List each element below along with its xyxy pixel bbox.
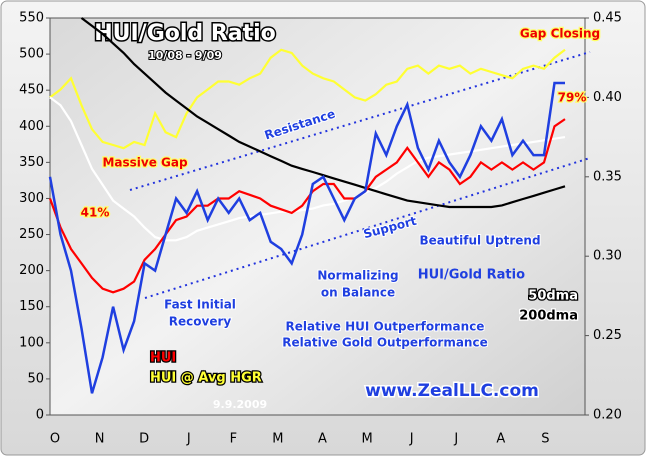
annotation: Relative Gold Outperformance bbox=[282, 336, 487, 350]
y-tick-label: 50 bbox=[27, 371, 44, 386]
legend-entry: HUI bbox=[150, 351, 176, 366]
y-tick-label: 250 bbox=[19, 227, 44, 242]
chart-title: HUI/Gold Ratio bbox=[94, 21, 276, 46]
y-tick-label: 0 bbox=[36, 408, 44, 423]
annotation: 9.9.2009 bbox=[213, 398, 267, 411]
annotation: Fast Initial bbox=[164, 298, 236, 312]
y-tick-label: 550 bbox=[19, 11, 44, 26]
y-tick-label: 350 bbox=[19, 155, 44, 170]
y-tick-label: 300 bbox=[19, 191, 44, 206]
x-tick-label: J bbox=[453, 432, 458, 447]
y2-tick-label: 0.40 bbox=[593, 90, 622, 105]
x-tick-label: J bbox=[409, 432, 414, 447]
plot-area bbox=[49, 17, 586, 416]
annotation: 79% bbox=[558, 91, 587, 105]
y2-tick-label: 0.20 bbox=[593, 408, 622, 423]
x-tick-label: O bbox=[50, 432, 60, 447]
legend-entry: HUI @ Avg HGR bbox=[150, 371, 262, 386]
series-line bbox=[48, 118, 566, 294]
annotation: Normalizing bbox=[317, 269, 398, 283]
y2-tick-label: 0.45 bbox=[593, 11, 622, 26]
x-tick-label: D bbox=[139, 432, 149, 447]
y-tick-label: 100 bbox=[19, 335, 44, 350]
y-tick-label: 200 bbox=[19, 263, 44, 278]
y-tick-label: 450 bbox=[19, 83, 44, 98]
annotation: www.ZealLLC.com bbox=[365, 381, 539, 401]
x-tick-label: A bbox=[496, 432, 505, 447]
annotation: Gap Closing bbox=[520, 27, 600, 41]
x-tick-label: M bbox=[361, 432, 372, 447]
y-tick-label: 500 bbox=[19, 47, 44, 62]
y2-tick-label: 0.35 bbox=[593, 169, 622, 184]
annotation: Relative HUI Outperformance bbox=[286, 320, 485, 334]
x-tick-label: J bbox=[186, 432, 191, 447]
x-tick-label: F bbox=[230, 432, 237, 447]
x-tick-label: S bbox=[541, 432, 549, 447]
x-tick-label: A bbox=[318, 432, 327, 447]
legend-entry: 200dma bbox=[519, 309, 578, 324]
legend-entry: HUI/Gold Ratio bbox=[418, 268, 525, 283]
series-line bbox=[80, 17, 566, 209]
annotation: on Balance bbox=[321, 286, 395, 300]
legend-entry: 50dma bbox=[528, 289, 578, 304]
series-line bbox=[48, 81, 565, 394]
y2-tick-label: 0.30 bbox=[593, 249, 622, 264]
x-tick-label: N bbox=[95, 432, 105, 447]
annotation: Recovery bbox=[169, 315, 232, 329]
annotation: Beautiful Uptrend bbox=[419, 234, 540, 248]
annotation: 41% bbox=[81, 206, 110, 220]
x-tick-label: M bbox=[272, 432, 283, 447]
y-tick-label: 400 bbox=[19, 119, 44, 134]
y-tick-label: 150 bbox=[19, 299, 44, 314]
channel bbox=[129, 51, 591, 299]
y2-tick-label: 0.25 bbox=[593, 328, 622, 343]
subtitle: 10/08 - 9/09 bbox=[148, 49, 222, 62]
annotation: Massive Gap bbox=[102, 156, 188, 170]
series-line bbox=[49, 48, 566, 150]
